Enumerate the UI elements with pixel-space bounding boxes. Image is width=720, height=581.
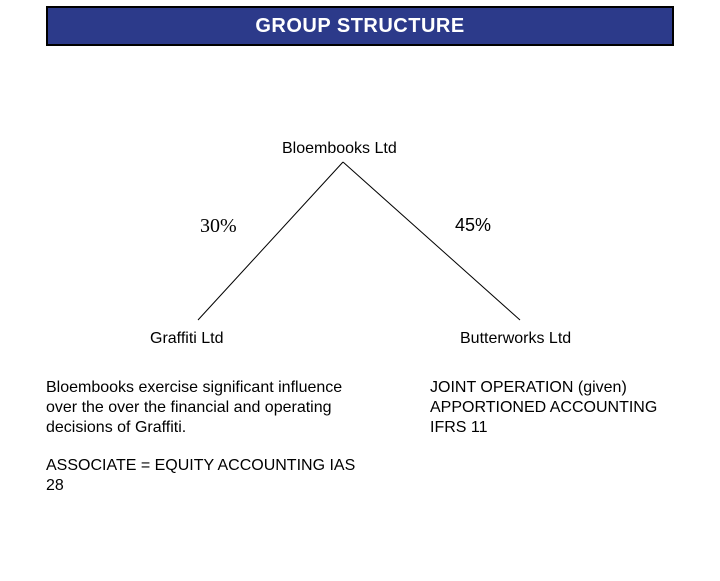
notes-right: JOINT OPERATION (given) APPORTIONED ACCO… (430, 378, 690, 438)
title-bar: GROUP STRUCTURE (46, 6, 674, 46)
node-right: Butterworks Ltd (460, 330, 571, 348)
notes-left-p2: ASSOCIATE = EQUITY ACCOUNTING IAS 28 (46, 456, 376, 496)
notes-left-p1: Bloembooks exercise significant influenc… (46, 378, 376, 438)
edge-label-left: 30% (200, 215, 237, 238)
edge-parent-left (198, 162, 343, 320)
notes-right-l1: JOINT OPERATION (given) (430, 378, 690, 398)
notes-left: Bloembooks exercise significant influenc… (46, 378, 376, 496)
edge-parent-right (343, 162, 520, 320)
page-title: GROUP STRUCTURE (255, 15, 464, 38)
node-left: Graffiti Ltd (150, 330, 224, 348)
notes-right-l3: IFRS 11 (430, 418, 690, 438)
notes-right-l2: APPORTIONED ACCOUNTING (430, 398, 690, 418)
node-parent: Bloembooks Ltd (282, 140, 397, 158)
edge-label-right: 45% (455, 215, 491, 236)
